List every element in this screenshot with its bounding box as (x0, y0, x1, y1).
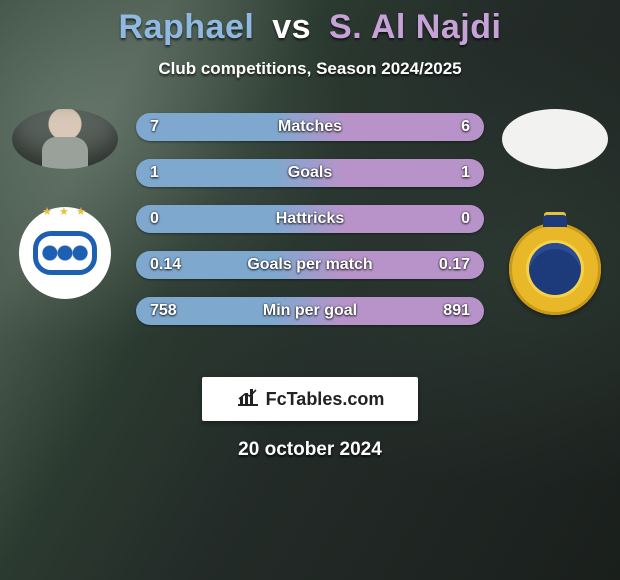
stat-row-goals: 1 Goals 1 (136, 159, 484, 187)
vs-label: vs (272, 8, 311, 46)
player2-avatar (502, 109, 608, 169)
stat-left-value: 1 (150, 164, 190, 182)
stat-label: Hattricks (190, 210, 430, 228)
bar-chart-icon (236, 387, 260, 412)
left-side-column (0, 113, 130, 299)
stat-rows: 7 Matches 6 1 Goals 1 0 Hattricks 0 0.14… (136, 113, 484, 325)
page-title: Raphael vs S. Al Najdi (0, 0, 620, 47)
right-side-column (490, 113, 620, 315)
stat-label: Goals per match (190, 256, 430, 274)
watermark: FcTables.com (202, 377, 418, 421)
stat-left-value: 0 (150, 210, 190, 228)
stat-row-gpm: 0.14 Goals per match 0.17 (136, 251, 484, 279)
stat-right-value: 1 (430, 164, 470, 182)
stat-left-value: 0.14 (150, 256, 190, 274)
player2-name: S. Al Najdi (329, 8, 501, 46)
stat-right-value: 6 (430, 118, 470, 136)
stat-label: Min per goal (190, 302, 430, 320)
stat-row-matches: 7 Matches 6 (136, 113, 484, 141)
player1-avatar (12, 109, 118, 169)
stat-right-value: 0.17 (430, 256, 470, 274)
player1-name: Raphael (119, 8, 255, 46)
stat-label: Matches (190, 118, 430, 136)
stats-arena: 7 Matches 6 1 Goals 1 0 Hattricks 0 0.14… (0, 113, 620, 353)
stat-left-value: 758 (150, 302, 190, 320)
watermark-text: FcTables.com (266, 389, 385, 410)
player2-club-badge (509, 223, 601, 315)
stat-right-value: 891 (430, 302, 470, 320)
comparison-card: Raphael vs S. Al Najdi Club competitions… (0, 0, 620, 580)
stat-left-value: 7 (150, 118, 190, 136)
player1-club-badge (19, 207, 111, 299)
date-label: 20 october 2024 (0, 439, 620, 461)
stat-right-value: 0 (430, 210, 470, 228)
stat-row-hattricks: 0 Hattricks 0 (136, 205, 484, 233)
stat-label: Goals (190, 164, 430, 182)
stat-row-mpg: 758 Min per goal 891 (136, 297, 484, 325)
subtitle: Club competitions, Season 2024/2025 (0, 59, 620, 79)
